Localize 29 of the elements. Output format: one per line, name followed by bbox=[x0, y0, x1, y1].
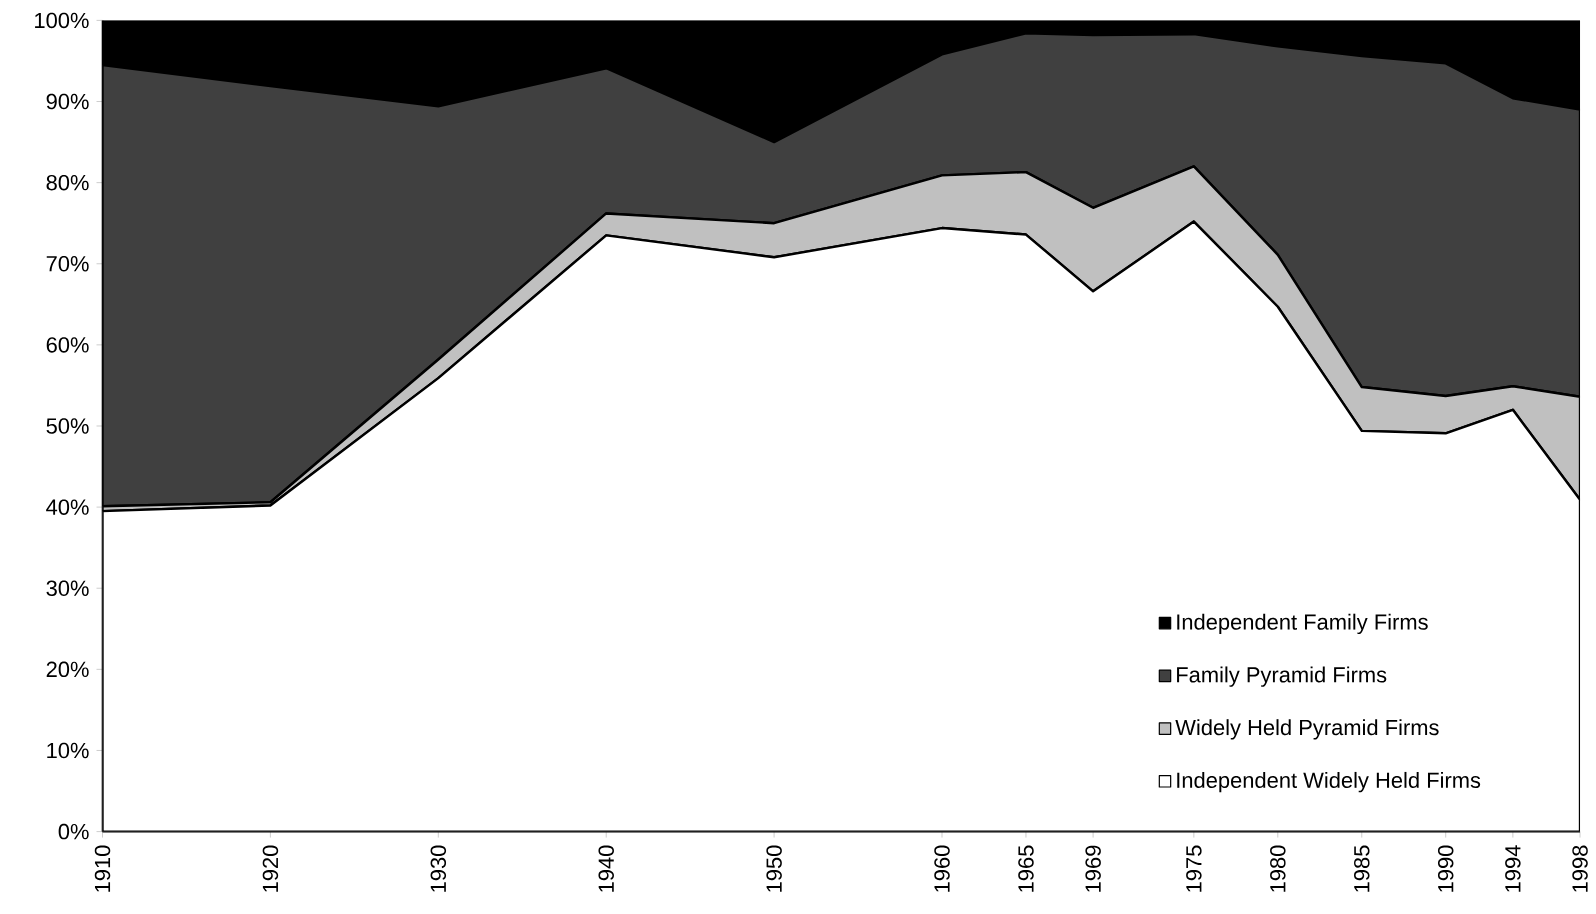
legend-label: Widely Held Pyramid Firms bbox=[1175, 719, 1439, 740]
y-tick-label: 80% bbox=[46, 174, 89, 191]
x-tick-label: 1940 bbox=[598, 845, 614, 892]
x-tick-label: 1990 bbox=[1437, 845, 1454, 892]
x-tick-label: 1910 bbox=[94, 845, 111, 892]
x-tick-label: 1975 bbox=[1186, 845, 1202, 892]
x-tick-label: 1950 bbox=[766, 845, 782, 892]
x-tick-label: 1980 bbox=[1270, 845, 1286, 892]
x-tick-label: 1965 bbox=[1018, 845, 1034, 892]
y-tick-label: 10% bbox=[47, 742, 89, 759]
x-tick-label: 1920 bbox=[262, 845, 279, 892]
y-tick-label: 70% bbox=[46, 256, 89, 272]
y-tick-label: 20% bbox=[46, 661, 89, 678]
y-tick-label: 30% bbox=[46, 580, 89, 596]
y-tick-label: 0% bbox=[58, 823, 89, 840]
x-tick-label: 1969 bbox=[1085, 845, 1101, 892]
x-tick-label: 1960 bbox=[934, 845, 950, 892]
y-tick-label: 50% bbox=[46, 418, 89, 434]
x-tick-label: 1985 bbox=[1354, 845, 1370, 892]
x-tick-label: 1930 bbox=[430, 845, 447, 892]
legend-label: Independent Family Firms bbox=[1177, 613, 1428, 635]
x-tick-label: 1998 bbox=[1572, 845, 1588, 892]
legend-label: Independent Widely Held Firms bbox=[1177, 771, 1481, 793]
x-tick-label: 1994 bbox=[1505, 845, 1521, 892]
legend-label: Family Pyramid Firms bbox=[1177, 666, 1387, 687]
y-tick-label: 90% bbox=[46, 93, 89, 110]
y-tick-label: 60% bbox=[46, 337, 89, 353]
y-tick-label: 40% bbox=[46, 499, 89, 515]
y-tick-label: 100% bbox=[35, 12, 89, 29]
